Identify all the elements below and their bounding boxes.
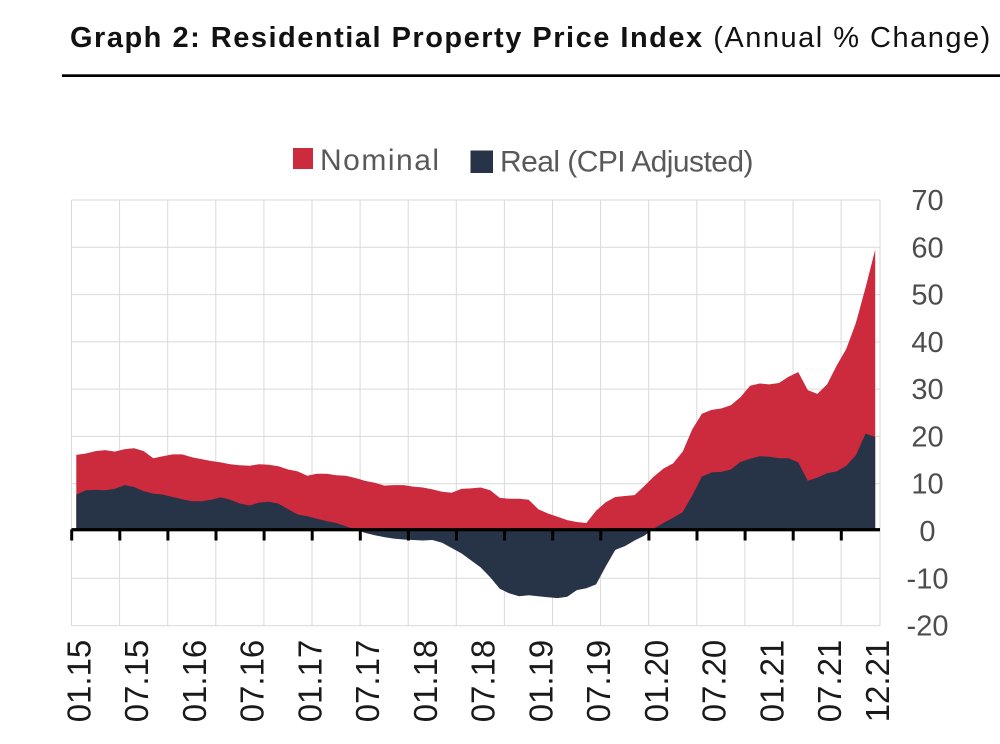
svg-text:12.21: 12.21	[859, 640, 896, 723]
svg-text:01.21: 01.21	[753, 640, 790, 723]
svg-text:50: 50	[911, 280, 943, 312]
svg-text:20: 20	[911, 421, 943, 453]
svg-text:01.20: 01.20	[638, 640, 675, 723]
svg-text:30: 30	[911, 374, 943, 406]
svg-text:-20: -20	[907, 611, 949, 643]
svg-text:07.15: 07.15	[118, 640, 155, 723]
svg-text:01.19: 01.19	[522, 640, 559, 723]
svg-text:07.18: 07.18	[465, 640, 502, 723]
svg-text:01.15: 01.15	[60, 640, 97, 723]
svg-text:07.16: 07.16	[234, 640, 271, 723]
svg-text:Real (CPI Adjusted): Real (CPI Adjusted)	[500, 146, 753, 179]
svg-text:07.21: 07.21	[811, 640, 848, 723]
svg-text:07.20: 07.20	[696, 640, 733, 723]
svg-text:01.18: 01.18	[407, 640, 444, 723]
svg-text:Graph 2: Residential Property: Graph 2: Residential Property Price Inde…	[70, 22, 992, 54]
svg-text:Nominal: Nominal	[320, 144, 441, 177]
svg-text:0: 0	[919, 516, 935, 548]
svg-text:01.17: 01.17	[291, 640, 328, 723]
svg-text:40: 40	[911, 327, 943, 359]
svg-text:70: 70	[911, 185, 943, 217]
svg-text:-10: -10	[907, 563, 949, 595]
svg-text:10: 10	[911, 469, 943, 501]
svg-text:07.19: 07.19	[580, 640, 617, 723]
svg-text:07.17: 07.17	[349, 640, 386, 723]
svg-text:01.16: 01.16	[176, 640, 213, 723]
svg-text:60: 60	[911, 232, 943, 264]
